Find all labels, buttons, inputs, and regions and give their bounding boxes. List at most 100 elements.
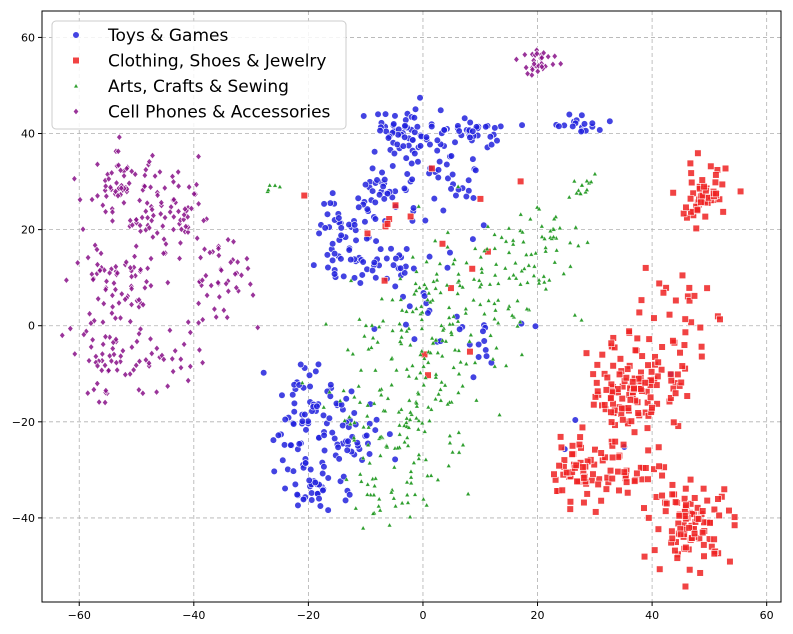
clothing-shoes-and-jewelry-point [627,417,635,425]
arts-crafts-and-sewing-point [366,424,372,430]
arts-crafts-and-sewing-point [427,418,433,423]
clothing-shoes-and-jewelry-point [697,343,706,351]
cell-phones-and-accessories-point [113,179,120,187]
arts-crafts-and-sewing-point [422,428,428,434]
arts-crafts-and-sewing-point [455,290,461,296]
cell-phones-and-accessories-point [131,252,138,261]
clothing-shoes-and-jewelry-point [706,519,714,527]
arts-crafts-and-sewing-point [385,395,391,401]
clothing-shoes-and-jewelry-point [694,149,702,157]
clothing-shoes-and-jewelry-point [650,314,658,322]
arts-crafts-and-sewing-point [423,457,429,462]
cell-phones-and-accessories-point [224,313,231,322]
arts-crafts-and-sewing-point [404,479,410,485]
cell-phones-and-accessories-point [97,249,105,258]
cell-phones-and-accessories-point [136,357,143,366]
arts-crafts-and-sewing-point [387,522,393,528]
cell-phones-and-accessories-point [90,385,98,394]
clothing-shoes-and-jewelry-point [618,395,626,403]
clothing-shoes-and-jewelry-point [699,528,707,537]
cell-phones-and-accessories-point [177,355,185,363]
clothing-shoes-and-jewelry-point [635,375,643,383]
toys-and-games-point [381,110,390,118]
arts-crafts-and-sewing-point [393,367,399,373]
cell-phones-and-accessories-point [128,167,135,176]
toys-and-games-point [320,200,328,208]
x-tick-label: −20 [297,609,320,622]
toys-and-games-point [447,185,455,193]
toys-and-games-point [466,118,474,127]
toys-and-games-point [555,122,563,130]
arts-crafts-and-sewing-point [379,296,385,301]
cell-phones-and-accessories-point [133,215,140,224]
toys-and-games-point [443,160,451,169]
clothing-shoes-and-jewelry-point [726,557,734,566]
clothing-shoes-and-jewelry-point [685,284,693,292]
toys-and-games-point [356,279,364,287]
toys-and-games-point [301,410,309,419]
arts-crafts-and-sewing-point [449,331,455,337]
cell-phones-and-accessories-point [113,358,120,367]
clothing-shoes-and-jewelry-point [682,543,690,552]
toys-and-games-point [294,501,302,510]
arts-crafts-and-sewing-point [428,472,434,478]
toys-and-games-point [320,446,329,455]
cell-phones-and-accessories-point [129,221,136,229]
cell-phones-and-accessories-point [160,249,167,258]
clothing-shoes-and-jewelry-point [633,334,641,342]
toys-and-games-point [359,258,367,266]
arts-crafts-and-sewing-point [350,351,356,356]
toys-and-games-point [409,136,417,144]
cell-phones-and-accessories-point [199,315,206,324]
clothing-shoes-and-jewelry-point [675,512,683,520]
arts-crafts-and-sewing-point [399,500,405,505]
arts-crafts-and-sewing-point [403,419,409,425]
toys-and-games-point [444,174,452,182]
arts-crafts-and-sewing-point [477,284,483,289]
cell-phones-and-accessories-point [88,195,96,204]
cell-phones-and-accessories-point [110,350,118,359]
clothing-shoes-and-jewelry-point [555,462,563,470]
arts-crafts-and-sewing-point [539,234,545,239]
clothing-shoes-and-jewelry-point [645,335,653,343]
arts-crafts-and-sewing-point [521,266,527,271]
clothing-shoes-and-jewelry-point [681,315,689,323]
clothing-shoes-and-jewelry-point [391,201,400,209]
cell-phones-and-accessories-point [530,60,538,68]
clothing-shoes-and-jewelry-point [678,271,687,279]
toys-and-games-point [571,416,579,424]
arts-crafts-and-sewing-point [353,505,359,511]
toys-and-games-point [373,416,381,424]
arts-crafts-and-sewing-point [405,500,411,505]
clothing-shoes-and-jewelry-point [580,498,588,507]
clothing-shoes-and-jewelry-point [589,470,597,478]
cell-phones-and-accessories-point [254,323,261,332]
clothing-shoes-and-jewelry-point [703,284,711,292]
cell-phones-and-accessories-point [218,266,225,275]
arts-crafts-and-sewing-point [517,319,523,324]
cell-phones-and-accessories-point [233,283,240,292]
clothing-shoes-and-jewelry-point [644,475,652,483]
clothing-shoes-and-jewelry-point [645,514,653,522]
arts-crafts-and-sewing-point [583,189,589,194]
toys-and-games-point [344,437,352,445]
arts-crafts-and-sewing-point [419,420,425,425]
cell-phones-and-accessories-point [230,237,237,246]
toys-and-games-point [320,431,328,439]
toys-and-games-point [274,431,283,439]
toys-and-games-point [295,440,303,448]
arts-crafts-and-sewing-point [446,463,452,468]
cell-phones-and-accessories-point [169,367,177,376]
arts-crafts-and-sewing-point [413,375,419,380]
toys-and-games-point [312,367,320,375]
arts-crafts-and-sewing-point [506,249,512,255]
cell-phones-and-accessories-point [117,352,124,360]
toys-and-games-point [401,122,409,130]
arts-crafts-and-sewing-point [505,306,511,311]
arts-crafts-and-sewing-point [531,273,537,278]
toys-and-games-point [381,175,389,184]
cell-phones-and-accessories-point [102,332,109,341]
arts-crafts-and-sewing-point [404,435,410,440]
arts-crafts-and-sewing-point [579,317,585,322]
toys-and-games-point [371,148,379,156]
